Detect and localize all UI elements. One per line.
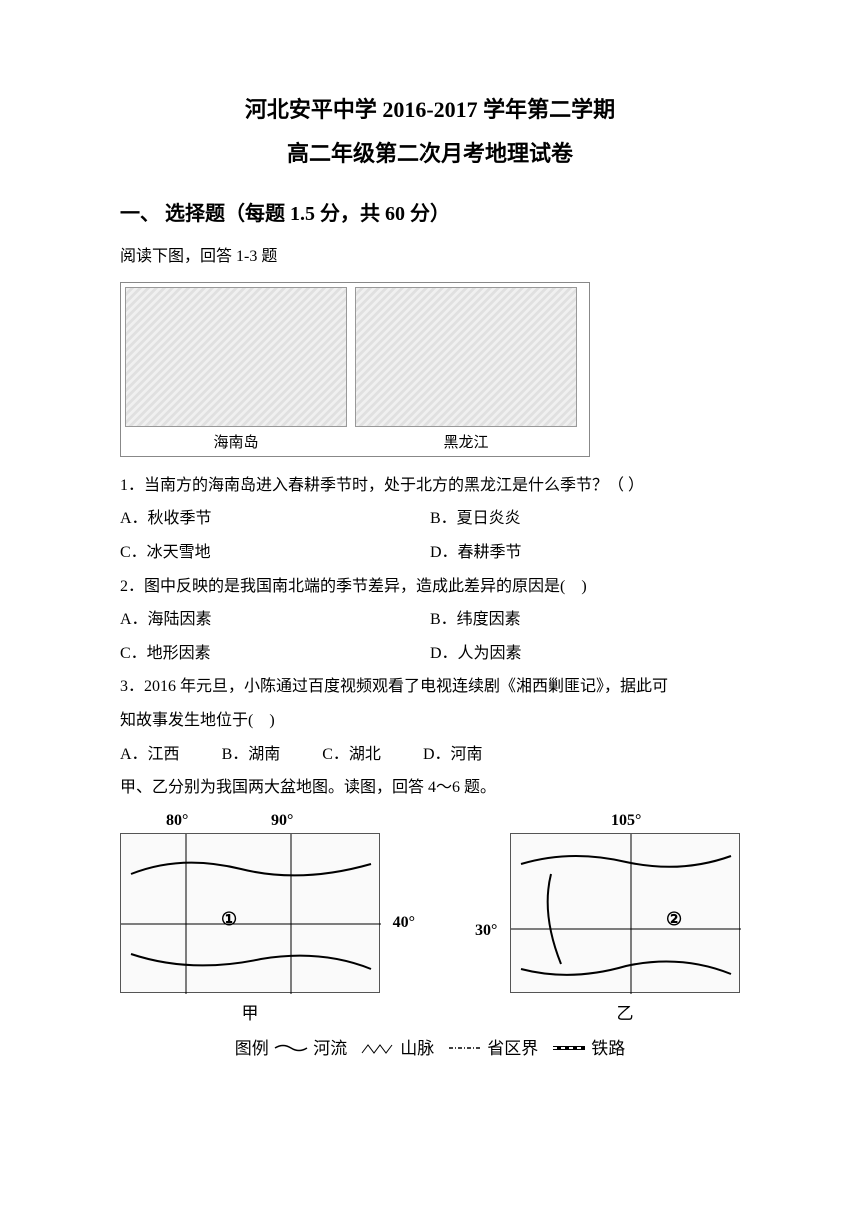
- q3-stem-2: 知故事发生地位于( ): [120, 704, 740, 738]
- q1-opt-d: D．春耕季节: [430, 536, 740, 570]
- figure-2-caption: 黑龙江: [355, 431, 577, 452]
- figure-2: 黑龙江: [355, 287, 577, 452]
- title-line-1: 河北安平中学 2016-2017 学年第二学期: [120, 90, 740, 130]
- map-1-box: 80° 90° 40° ① 甲: [120, 833, 380, 1024]
- map2-lon: 105°: [611, 812, 641, 830]
- legend-river: 河流: [313, 1039, 347, 1058]
- q2-opt-d: D．人为因素: [430, 637, 740, 671]
- figure-1-img: [125, 287, 347, 427]
- legend-rail: 铁路: [591, 1039, 625, 1058]
- q1-opt-a: A．秋收季节: [120, 502, 430, 536]
- title-line-2: 高二年级第二次月考地理试卷: [120, 134, 740, 174]
- legend-boundary: 省区界: [487, 1039, 538, 1058]
- map2-lat: 30°: [475, 922, 497, 940]
- legend: 图例 河流 山脉 省区界 铁路: [120, 1034, 740, 1060]
- q2-stem: 2．图中反映的是我国南北端的季节差异，造成此差异的原因是( ): [120, 570, 740, 604]
- figure-1: 海南岛: [125, 287, 347, 452]
- figure-1-caption: 海南岛: [125, 431, 347, 452]
- q3-opt-b: B．湖南: [222, 738, 281, 772]
- section-header: 一、 选择题（每题 1.5 分，共 60 分）: [120, 197, 740, 226]
- q1-row1: A．秋收季节 B．夏日炎炎: [120, 502, 740, 536]
- instruction-1: 阅读下图，回答 1-3 题: [120, 240, 740, 274]
- q3-opt-d: D．河南: [423, 738, 483, 772]
- map1-lon1: 80°: [166, 812, 188, 830]
- q2-row1: A．海陆因素 B．纬度因素: [120, 603, 740, 637]
- q3-opt-c: C．湖北: [322, 738, 381, 772]
- q2-opt-b: B．纬度因素: [430, 603, 740, 637]
- map1-caption: 甲: [120, 999, 380, 1024]
- map-2-img: 105° 30° ②: [510, 833, 740, 993]
- q3-opt-a: A．江西: [120, 738, 180, 772]
- legend-rail-icon: [551, 1040, 587, 1060]
- legend-label: 图例: [235, 1039, 269, 1058]
- map2-caption: 乙: [510, 999, 740, 1024]
- q1-stem: 1．当南方的海南岛进入春耕季节时，处于北方的黑龙江是什么季节？（ ）: [120, 469, 740, 503]
- map1-lon2: 90°: [271, 812, 293, 830]
- map-2-box: 105° 30° ② 乙: [510, 833, 740, 1024]
- figure-group-1: 海南岛 黑龙江: [120, 282, 740, 457]
- legend-mountain: 山脉: [400, 1039, 434, 1058]
- legend-river-icon: [273, 1040, 309, 1060]
- legend-boundary-icon: [447, 1040, 483, 1060]
- map-section: 80° 90° 40° ① 甲 105° 30° ②: [120, 811, 740, 1060]
- q2-row2: C．地形因素 D．人为因素: [120, 637, 740, 671]
- figure-2-img: [355, 287, 577, 427]
- q3-stem-1: 3．2016 年元旦，小陈通过百度视频观看了电视连续剧《湘西剿匪记》，据此可: [120, 670, 740, 704]
- instruction-2: 甲、乙分别为我国两大盆地图。读图，回答 4～6 题。: [120, 771, 740, 805]
- legend-mountain-icon: [360, 1040, 396, 1060]
- map1-lat: 40°: [393, 914, 415, 932]
- q1-row2: C．冰天雪地 D．春耕季节: [120, 536, 740, 570]
- q2-opt-c: C．地形因素: [120, 637, 430, 671]
- map-1-img: 80° 90° 40° ①: [120, 833, 380, 993]
- q2-opt-a: A．海陆因素: [120, 603, 430, 637]
- q1-opt-b: B．夏日炎炎: [430, 502, 740, 536]
- q1-opt-c: C．冰天雪地: [120, 536, 430, 570]
- q3-row: A．江西 B．湖南 C．湖北 D．河南: [120, 738, 740, 772]
